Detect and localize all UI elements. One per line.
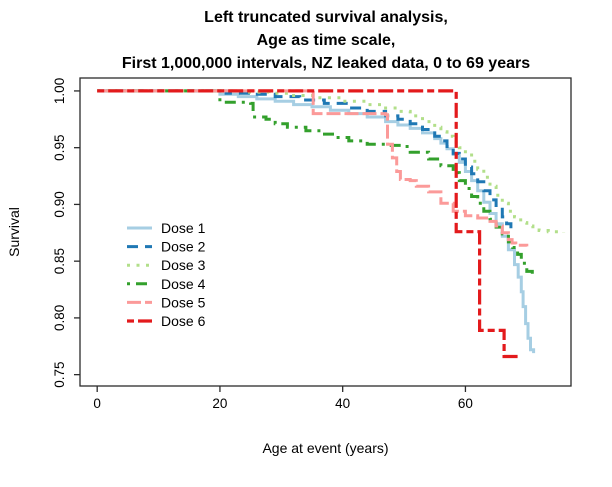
axis-box (79, 77, 572, 387)
legend-label-dose-3: Dose 3 (161, 257, 206, 273)
legend-label-dose-1: Dose 1 (161, 220, 206, 236)
series-curve-dose-4 (97, 89, 534, 280)
y-tick-label: 0.75 (52, 362, 67, 388)
legend-label-dose-5: Dose 5 (161, 294, 206, 310)
x-tick-label: 40 (335, 396, 350, 411)
x-tick-label: 60 (458, 396, 473, 411)
series-curve-dose-5 (97, 89, 529, 247)
y-tick-label: 0.85 (52, 248, 67, 274)
y-tick-label: 0.80 (52, 305, 67, 331)
series-curve-dose-2 (97, 89, 513, 231)
legend-label-dose-2: Dose 2 (161, 239, 206, 255)
x-tick-label: 20 (212, 396, 227, 411)
chart-title-line-1: Left truncated survival analysis, (204, 9, 448, 26)
y-tick-label: 0.90 (52, 191, 67, 217)
series-curve-dose-6 (97, 89, 520, 359)
y-tick-label: 0.95 (52, 135, 67, 161)
x-tick-label: 0 (93, 396, 101, 411)
chart-title-line-2: Age as time scale, (256, 32, 396, 49)
chart-title: Left truncated survival analysis, Age as… (40, 6, 612, 75)
y-axis-label: Survival (6, 207, 22, 257)
y-tick-label: 1.00 (52, 78, 67, 104)
legend-label-dose-4: Dose 4 (161, 276, 206, 292)
chart-title-line-3: First 1,000,000 intervals, NZ leaked dat… (121, 55, 531, 72)
x-axis-label: Age at event (years) (262, 440, 388, 456)
legend-label-dose-6: Dose 6 (161, 313, 206, 329)
